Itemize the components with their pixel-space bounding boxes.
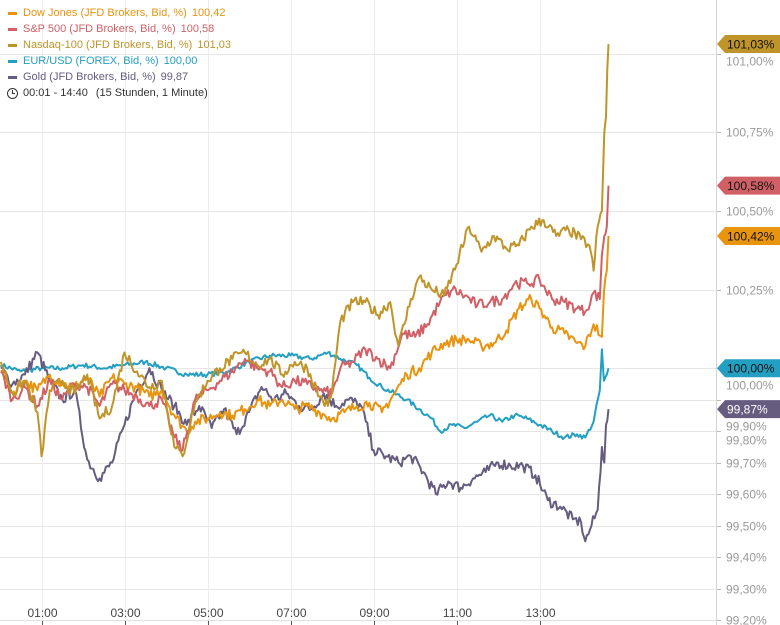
x-tick-label: 07:00 (276, 606, 306, 620)
x-tick-label: 01:00 (27, 606, 57, 620)
last-value-badge: 100,00% (717, 359, 780, 378)
legend-label: Gold (JFD Brokers, Bid, %) (23, 71, 156, 83)
y-tick-label: 99,20% (726, 614, 767, 625)
legend-swatch-icon (8, 75, 17, 79)
legend-swatch-icon (8, 43, 17, 47)
legend-value: 99,87 (160, 71, 189, 83)
y-tick-label: 100,00% (726, 379, 774, 393)
last-value-badge: 101,03% (717, 35, 780, 54)
series-line-0 (0, 235, 610, 435)
y-tick-label: 101,00% (726, 55, 774, 69)
badge-label: 100,00% (727, 362, 775, 376)
time-range-text: 00:01 - 14:40 (23, 87, 88, 99)
series-line-2 (0, 44, 610, 458)
badge-label: 100,42% (727, 230, 775, 244)
legend: Dow Jones (JFD Brokers, Bid, %) 100,42 S… (7, 5, 231, 101)
series-line-3 (0, 348, 610, 441)
legend-value: 100,00 (163, 55, 198, 67)
y-tick-label: 100,25% (726, 284, 774, 298)
y-tick-label: 100,75% (726, 126, 774, 140)
badge-label: 100,58% (727, 179, 775, 193)
legend-item-nasdaq100[interactable]: Nasdaq-100 (JFD Brokers, Bid, %) 101,03 (8, 37, 231, 53)
x-tick-label: 13:00 (525, 606, 555, 620)
last-value-badge: 99,87% (717, 400, 780, 419)
y-tick-label: 99,60% (726, 488, 767, 502)
legend-value: 100,42 (191, 7, 226, 19)
legend-item-dow-jones[interactable]: Dow Jones (JFD Brokers, Bid, %) 100,42 (8, 5, 231, 21)
legend-label: Nasdaq-100 (JFD Brokers, Bid, %) (23, 39, 193, 51)
legend-swatch-icon (8, 59, 17, 63)
badge-shape (717, 359, 780, 378)
legend-item-gold[interactable]: Gold (JFD Brokers, Bid, %) 99,87 (8, 69, 231, 85)
badge-shape (717, 35, 780, 54)
legend-value: 100,58 (180, 23, 215, 35)
y-tick-label: 99,90% (726, 420, 767, 434)
series-line-1 (0, 185, 610, 453)
badge-shape (717, 176, 780, 195)
last-value-badge: 100,58% (717, 176, 780, 195)
x-tick-label: 05:00 (193, 606, 223, 620)
x-tick-label: 11:00 (443, 606, 472, 620)
legend-item-sp500[interactable]: S&P 500 (JFD Brokers, Bid, %) 100,58 (8, 21, 231, 37)
x-axis: 01:00 03:00 05:00 07:00 09:00 11:00 13:00 (0, 606, 716, 625)
legend-value: 101,03 (197, 39, 231, 51)
legend-swatch-icon (8, 27, 17, 31)
badge-shape (717, 227, 780, 246)
time-range: 00:01 - 14:40 (15 Stunden, 1 Minute) (7, 85, 231, 101)
y-axis: 101,00% 100,75% 100,50% 100,25% 100,00% 99,90… (716, 0, 774, 625)
last-value-badges: 101,03% 100,58% 100,42% 100,00% 99,87% (717, 35, 780, 419)
y-tick-label: 100,50% (726, 205, 774, 219)
y-tick-label: 99,40% (726, 551, 767, 565)
y-tick-label: 99,70% (726, 457, 767, 471)
legend-label: S&P 500 (JFD Brokers, Bid, %) (23, 23, 176, 35)
badge-label: 101,03% (727, 38, 775, 52)
y-tick-label: 99,50% (726, 520, 767, 534)
series-lines (0, 44, 610, 543)
legend-label: Dow Jones (JFD Brokers, Bid, %) (23, 7, 187, 19)
x-tick-label: 03:00 (110, 606, 140, 620)
legend-label: EUR/USD (FOREX, Bid, %) (23, 55, 159, 67)
legend-item-eurusd[interactable]: EUR/USD (FOREX, Bid, %) 100,00 (8, 53, 231, 69)
legend-swatch-icon (8, 11, 17, 15)
badge-label: 99,87% (727, 403, 768, 417)
badge-shape (717, 400, 780, 419)
time-span-text: (15 Stunden, 1 Minute) (95, 87, 208, 99)
clock-icon (7, 87, 18, 99)
y-tick-label: 99,80% (726, 434, 767, 448)
y-tick-label: 99,30% (726, 583, 767, 597)
x-tick-label: 09:00 (359, 606, 389, 620)
last-value-badge: 100,42% (717, 227, 780, 246)
